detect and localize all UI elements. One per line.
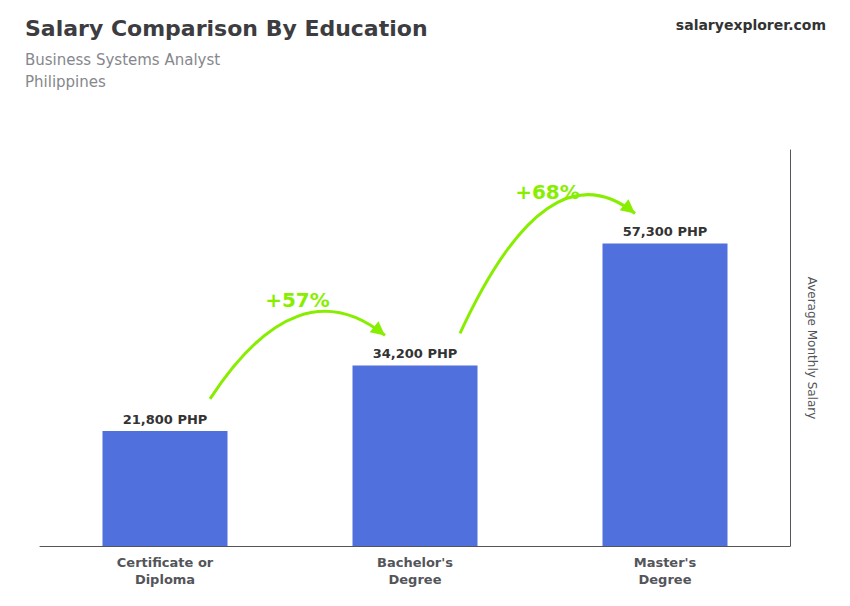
svg-text:21,800 PHP: 21,800 PHP bbox=[123, 412, 208, 427]
svg-text:Degree: Degree bbox=[639, 572, 692, 587]
svg-text:Average Monthly Salary: Average Monthly Salary bbox=[805, 277, 819, 420]
svg-text:57,300 PHP: 57,300 PHP bbox=[623, 224, 708, 239]
svg-text:Business Systems Analyst: Business Systems Analyst bbox=[25, 51, 220, 69]
svg-text:+57%: +57% bbox=[265, 288, 330, 312]
svg-text:Degree: Degree bbox=[389, 572, 442, 587]
svg-text:Master's: Master's bbox=[634, 555, 697, 570]
svg-text:Bachelor's: Bachelor's bbox=[377, 555, 453, 570]
svg-text:Certificate or: Certificate or bbox=[117, 555, 214, 570]
svg-text:salaryexplorer.com: salaryexplorer.com bbox=[676, 17, 826, 33]
svg-text:Diploma: Diploma bbox=[135, 572, 195, 587]
svg-text:+68%: +68% bbox=[515, 180, 580, 204]
svg-text:34,200 PHP: 34,200 PHP bbox=[373, 346, 458, 361]
svg-text:Philippines: Philippines bbox=[25, 73, 106, 91]
svg-text:Salary Comparison By Education: Salary Comparison By Education bbox=[25, 16, 428, 41]
